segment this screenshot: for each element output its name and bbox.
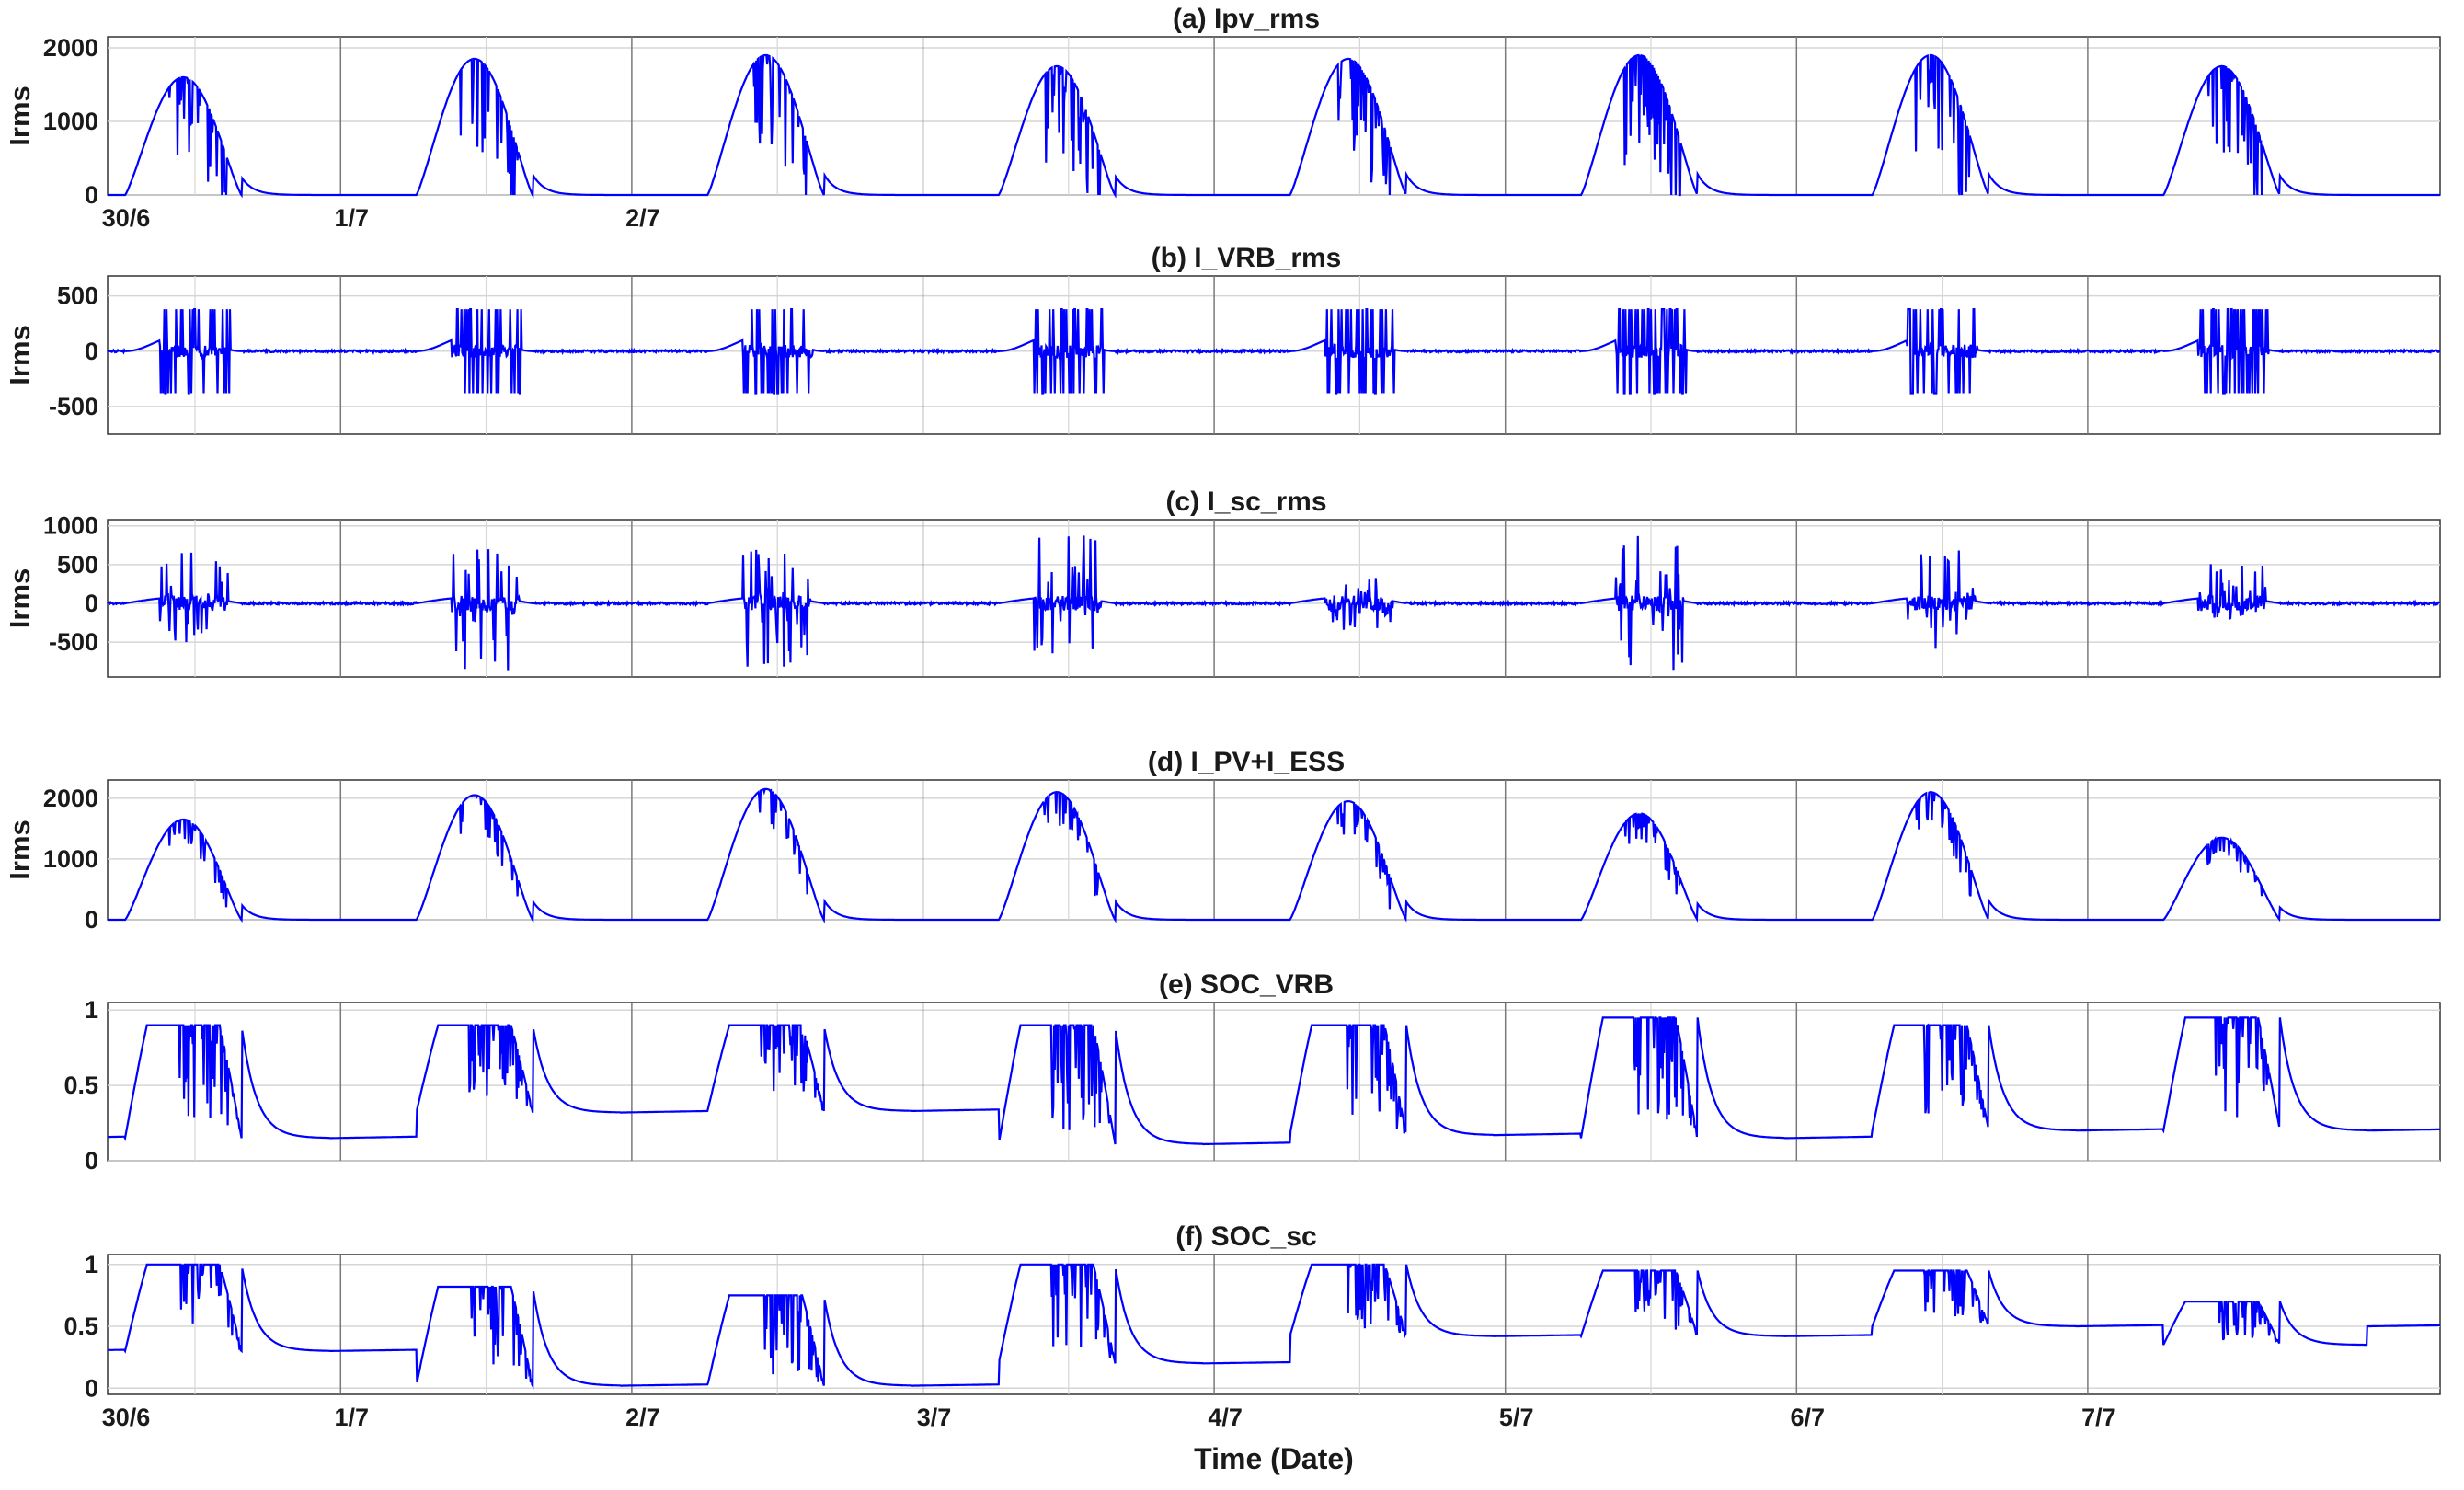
y-axis-label: Irms: [4, 820, 36, 879]
x-tick-label: 4/7: [1208, 1404, 1243, 1431]
panel-frame: [107, 1002, 2441, 1162]
y-tick-label: 0: [85, 1147, 98, 1175]
y-tick-label: 2000: [43, 34, 98, 62]
y-tick-label: 1: [85, 1251, 98, 1278]
x-tick-label: 2/7: [625, 1404, 660, 1431]
y-tick-label: 0.5: [63, 1312, 98, 1340]
series-line: [108, 53, 2440, 200]
y-axis-label: Irms: [4, 86, 36, 145]
panel-frame: [107, 1254, 2441, 1395]
y-tick-label: -500: [49, 628, 98, 656]
x-tick-label: 5/7: [1499, 1404, 1534, 1431]
y-tick-label: 500: [57, 282, 98, 310]
x-axis-label: Time (Date): [1194, 1442, 1354, 1475]
y-tick-label: 0: [85, 590, 98, 617]
panel-title: (b) I_VRB_rms: [1152, 243, 1342, 273]
y-tick-label: 1000: [43, 512, 98, 540]
panel-title: (e) SOC_VRB: [1159, 969, 1334, 1000]
y-axis-label: Irms: [4, 325, 36, 384]
panel-title: (c) I_sc_rms: [1165, 487, 1326, 517]
panel-title: (f) SOC_sc: [1175, 1221, 1316, 1252]
panel-0: 0 1000 2000 (a) Ipv_rms Irms 30/6 1/7 2/7: [4, 4, 2441, 232]
series-line: [108, 1263, 2440, 1390]
y-tick-label: -500: [49, 393, 98, 420]
panel-3: 0 1000 2000 (d) I_PV+I_ESS Irms: [4, 747, 2441, 934]
y-tick-label: 1000: [43, 845, 98, 873]
panel-2: -500 0 500 1000 (c) I_sc_rms Irms: [4, 487, 2441, 678]
x-tick-label: 3/7: [917, 1404, 952, 1431]
x-tick-label: 30/6: [102, 1404, 151, 1431]
x-tick-label: 30/6: [102, 204, 151, 232]
panel-title: (a) Ipv_rms: [1173, 4, 1320, 34]
y-tick-label: 500: [57, 551, 98, 579]
y-tick-label: 0: [85, 338, 98, 365]
y-tick-label: 0: [85, 906, 98, 934]
y-tick-label: 2000: [43, 785, 98, 812]
x-tick-label: 7/7: [2081, 1404, 2116, 1431]
x-tick-label: 1/7: [335, 204, 370, 232]
y-tick-label: 1000: [43, 108, 98, 135]
series-line: [107, 535, 2441, 670]
panel-1: -500 0 500 (b) I_VRB_rms Irms: [4, 243, 2441, 435]
panel-4: 0 0.5 1 (e) SOC_VRB: [63, 969, 2441, 1175]
y-tick-label: 0.5: [63, 1072, 98, 1099]
y-tick-label: 1: [85, 996, 98, 1024]
x-tick-label: 6/7: [1791, 1404, 1826, 1431]
series-line: [108, 787, 2440, 924]
panel-title: (d) I_PV+I_ESS: [1148, 747, 1345, 777]
panel-frame: [107, 779, 2441, 921]
x-tick-label: 2/7: [625, 204, 660, 232]
y-axis-label: Irms: [4, 568, 36, 628]
panel-frame: [107, 36, 2441, 196]
y-tick-label: 0: [85, 1374, 98, 1402]
series-line: [108, 1016, 2440, 1146]
panel-frame: [107, 519, 2441, 678]
y-tick-label: 0: [85, 181, 98, 209]
panel-5: 0 0.5 1 (f) SOC_sc 30/6 1/7 2/7 3/7 4/7 5/7 6/7 7/7…: [63, 1221, 2441, 1475]
x-tick-label: 1/7: [335, 1404, 370, 1431]
panel-frame: [107, 275, 2441, 435]
series-line: [107, 308, 2441, 395]
